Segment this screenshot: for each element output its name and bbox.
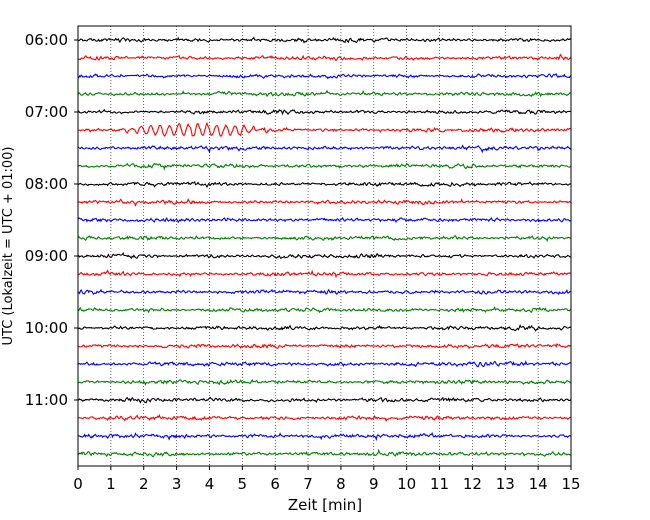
y-axis-label: UTC (Lokalzeit = UTC + 01:00)	[1, 147, 16, 346]
y-tick-label: 08:00	[25, 175, 68, 193]
traces-group	[77, 36, 572, 458]
trace-line	[77, 413, 572, 423]
x-tick-label: 1	[106, 475, 116, 493]
trace-line	[77, 121, 572, 137]
x-tick-label: 8	[336, 475, 346, 493]
trace-line	[77, 53, 572, 62]
trace-line	[77, 162, 572, 171]
x-tick-label: 3	[172, 475, 182, 493]
trace-line	[77, 234, 572, 243]
trace-line	[77, 288, 572, 296]
x-axis-ticks: 0 1 2 3 4 5 6 7 8 9 10 11 12 13 14 15	[73, 466, 581, 493]
trace-line	[77, 342, 572, 350]
trace-line	[77, 396, 572, 404]
x-tick-label: 14	[529, 475, 548, 493]
x-axis-label: Zeit [min]	[288, 496, 362, 514]
x-tick-label: 6	[270, 475, 280, 493]
trace-line	[77, 305, 571, 314]
trace-line	[77, 73, 572, 80]
trace-line	[77, 251, 572, 260]
x-tick-label: 13	[496, 475, 515, 493]
y-tick-label: 06:00	[25, 31, 68, 49]
trace-line	[77, 323, 572, 332]
x-tick-label: 11	[430, 475, 449, 493]
trace-line	[77, 197, 572, 207]
x-tick-label: 12	[463, 475, 482, 493]
x-tick-label: 4	[205, 475, 215, 493]
y-axis-ticks: 06:00 07:00 08:00 09:00 10:00 11:00	[25, 31, 78, 409]
grid-lines	[110, 26, 539, 466]
trace-line	[77, 448, 572, 458]
trace-line	[77, 216, 572, 224]
trace-line	[77, 108, 572, 116]
y-tick-label: 11:00	[25, 391, 68, 409]
x-tick-label: 15	[561, 475, 580, 493]
x-tick-label: 7	[303, 475, 313, 493]
trace-line	[77, 378, 572, 386]
trace-line	[77, 36, 572, 44]
x-tick-label: 9	[369, 475, 379, 493]
trace-line	[77, 360, 572, 368]
x-tick-label: 0	[73, 475, 83, 493]
y-tick-label: 07:00	[25, 103, 68, 121]
trace-line	[77, 269, 572, 279]
y-tick-label: 09:00	[25, 247, 68, 265]
trace-line	[77, 181, 572, 189]
plot-frame	[77, 25, 572, 467]
trace-line	[77, 89, 572, 98]
x-tick-label: 2	[139, 475, 149, 493]
y-tick-label: 10:00	[25, 319, 68, 337]
trace-line	[77, 431, 572, 442]
x-tick-label: 10	[397, 475, 416, 493]
trace-line	[77, 144, 572, 154]
x-tick-label: 5	[238, 475, 248, 493]
